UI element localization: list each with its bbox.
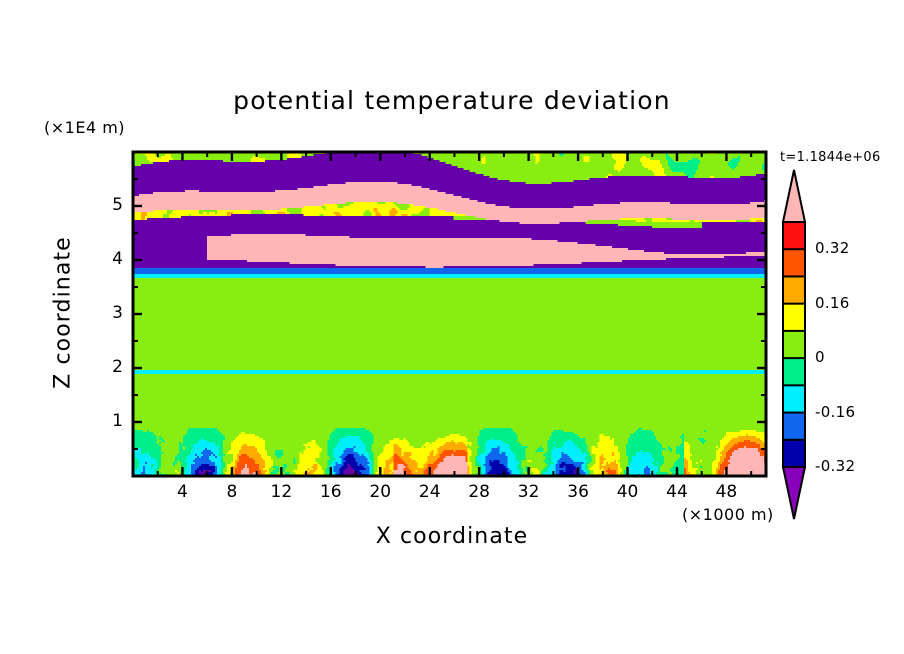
x-tick-label: 28	[468, 482, 490, 502]
x-tick-label: 12	[270, 482, 293, 502]
x-tick-label: 48	[715, 482, 738, 502]
colorbar-tick-label: 0.16	[815, 293, 850, 312]
colorbar-tick-label: -0.32	[815, 457, 856, 475]
x-tick-label: 40	[616, 482, 639, 502]
y-tick-label: 1	[112, 411, 123, 431]
y-axis-unit-label: (×1E4 m)	[44, 118, 126, 137]
axis-ticks	[133, 152, 766, 476]
colorbar-band	[782, 329, 806, 360]
x-tick-label: 16	[319, 482, 342, 502]
x-tick-label: 4	[177, 482, 188, 502]
colorbar-band	[782, 384, 806, 414]
y-tick-label: 2	[112, 357, 123, 377]
colorbar-tick-label: -0.16	[815, 402, 856, 421]
colorbar-band	[782, 221, 806, 251]
colorbar-band	[782, 357, 806, 387]
colorbar-band	[782, 248, 806, 278]
time-annotation: t=1.1844e+06	[780, 150, 881, 165]
colorbar-band	[782, 302, 806, 333]
page-title: potential temperature deviation	[233, 86, 671, 115]
x-tick-label: 24	[418, 482, 441, 502]
x-axis-title: X coordinate	[375, 524, 529, 549]
y-tick-label: 3	[112, 303, 123, 323]
colorbar-cap-top	[781, 169, 807, 223]
y-tick-label: 4	[112, 249, 123, 269]
x-tick-label: 8	[226, 482, 238, 502]
x-axis-unit-label: (×1000 m)	[682, 505, 774, 524]
x-tick-label: 44	[666, 482, 688, 502]
y-tick-label: 5	[112, 195, 123, 215]
colorbar-cap-bottom	[781, 466, 807, 520]
colorbar	[781, 169, 807, 520]
x-tick-label: 20	[369, 482, 392, 502]
x-tick-label: 36	[567, 482, 589, 502]
colorbar-tick-label: 0.32	[815, 239, 850, 258]
colorbar-band	[782, 438, 806, 469]
x-tick-label: 32	[517, 482, 540, 502]
field-cells	[133, 152, 767, 477]
colorbar-tick-label: 0	[815, 348, 825, 367]
colorbar-band	[782, 275, 806, 306]
colorbar-band	[782, 411, 806, 442]
